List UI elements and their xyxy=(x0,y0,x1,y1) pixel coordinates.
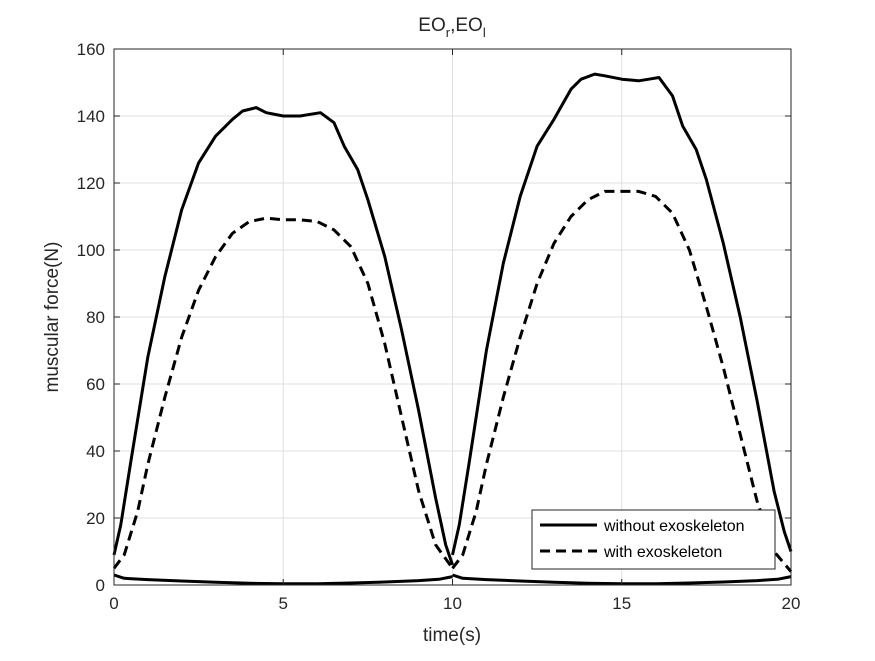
x-axis-label: time(s) xyxy=(423,625,481,646)
y-tick-label: 160 xyxy=(77,40,105,59)
y-tick-label: 100 xyxy=(77,241,105,260)
x-tick-label: 0 xyxy=(109,594,118,613)
y-tick-label: 20 xyxy=(86,509,105,528)
y-tick-label: 40 xyxy=(86,442,105,461)
title-base-2: EO xyxy=(455,15,482,36)
x-tick-label: 10 xyxy=(443,594,462,613)
legend-box xyxy=(531,509,776,570)
y-tick-label: 60 xyxy=(86,375,105,394)
y-axis-label: muscular force(N) xyxy=(42,242,63,393)
title-separator: , xyxy=(450,15,455,36)
y-tick-label: 140 xyxy=(77,107,105,126)
y-tick-label: 120 xyxy=(77,174,105,193)
legend: without exoskeleton with exoskeleton xyxy=(531,509,776,570)
title-sub-1: r xyxy=(446,25,451,40)
x-tick-label: 15 xyxy=(612,594,631,613)
series-line-without-exoskeleton-0 xyxy=(112,106,454,566)
series-line-with-exoskeleton-1 xyxy=(451,189,793,573)
series-line-without-exoskeleton-2 xyxy=(451,72,793,556)
tick-layer: 0 5 10 15 20 0 20 40 60 80 100 120 140 160 xyxy=(77,40,801,613)
legend-label-with-exoskeleton: with exoskeleton xyxy=(603,544,722,561)
title-base-1: EO xyxy=(418,15,445,36)
chart-title: EOr,EOl xyxy=(418,15,486,40)
y-tick-label: 0 xyxy=(96,576,105,595)
x-tick-label: 5 xyxy=(279,594,288,613)
series-line-with-exoskeleton-0 xyxy=(112,216,454,570)
title-sub-2: l xyxy=(483,25,486,40)
y-tick-label: 80 xyxy=(86,308,105,327)
legend-label-without-exoskeleton: without exoskeleton xyxy=(603,518,745,535)
x-tick-label: 20 xyxy=(782,594,801,613)
